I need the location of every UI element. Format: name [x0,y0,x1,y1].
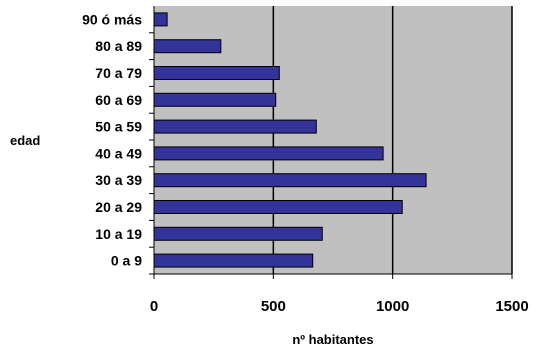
bar [153,226,323,241]
bar [153,253,314,268]
y-tick-label: 50 a 59 [95,119,142,135]
x-axis-ticks: 0 500 1000 1500 [150,274,529,315]
bar [153,173,427,188]
x-tick-label: 500 [261,298,286,315]
bar [153,200,403,214]
y-tick-label: 40 a 49 [95,145,142,161]
x-tick-label: 1500 [495,298,528,315]
bar [153,146,384,161]
y-axis-ticks: 0 a 9 10 a 19 20 a 29 30 a 39 40 a 49 50 a 59… [82,11,154,275]
y-axis-title: edad [10,133,40,148]
y-tick-label: 0 a 9 [111,253,142,269]
x-tick-label: 0 [150,298,158,315]
bar [153,12,168,27]
bar [153,119,317,134]
y-tick-label: 10 a 19 [95,226,142,242]
bar [153,39,222,54]
x-axis-title: nº habitantes [292,332,373,347]
y-tick-label: 20 a 29 [95,199,142,215]
bar [153,66,280,80]
y-tick-label: 70 a 79 [95,65,142,81]
y-tick-label: 60 a 69 [95,92,142,108]
bar [153,92,277,107]
y-tick-label: 30 a 39 [95,172,142,188]
y-tick-label: 80 a 89 [95,38,142,54]
y-tick-label: 90 ó más [82,11,142,27]
x-tick-label: 1000 [376,298,409,315]
